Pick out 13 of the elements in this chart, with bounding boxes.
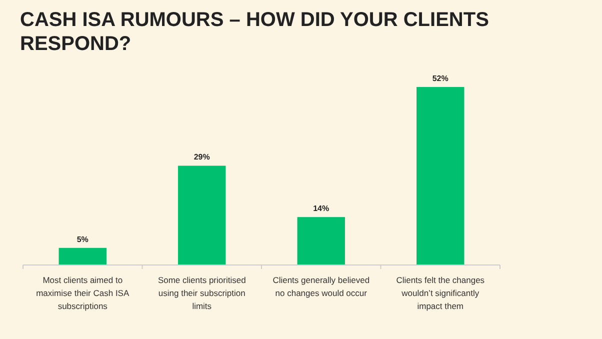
x-tick-label: Some clients prioritised using their subscription limits bbox=[158, 275, 246, 311]
bar bbox=[178, 166, 226, 265]
data-label: 14% bbox=[313, 204, 330, 214]
x-tick-label: Clients felt the changes wouldn’t significantly impact them bbox=[396, 275, 485, 311]
data-label: 5% bbox=[76, 234, 88, 244]
bar bbox=[58, 248, 106, 265]
chart-title: CASH ISA RUMOURS – HOW DID YOUR CLIENTS RESPOND? bbox=[20, 9, 489, 55]
x-tick-label: Most clients aimed to maximise their Cash ISA subscriptions bbox=[36, 275, 130, 311]
bar bbox=[416, 87, 464, 265]
data-label: 29% bbox=[194, 152, 210, 162]
bar bbox=[297, 217, 345, 265]
data-label: 52% bbox=[432, 74, 448, 83]
x-tick-label: Clients generally believed no changes would occur bbox=[272, 275, 370, 298]
